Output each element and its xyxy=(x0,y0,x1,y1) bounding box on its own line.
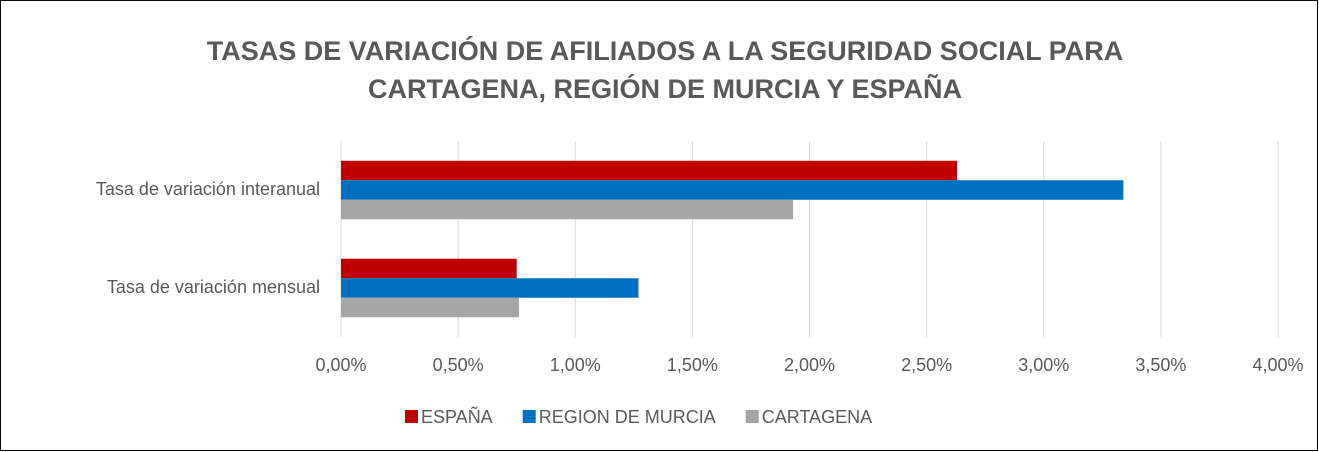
bar xyxy=(341,258,517,279)
bar xyxy=(341,199,794,220)
x-tick-label: 3,00% xyxy=(1018,355,1069,375)
legend-label: REGION DE MURCIA xyxy=(539,407,716,427)
x-tick-label: 1,00% xyxy=(550,355,601,375)
legend-swatch xyxy=(405,410,418,423)
x-tick-label: 4,00% xyxy=(1252,355,1303,375)
x-tick-label: 0,50% xyxy=(433,355,484,375)
bar xyxy=(341,297,520,318)
y-tick-label: Tasa de variación mensual xyxy=(107,277,320,297)
bar xyxy=(341,160,958,181)
x-tick-label: 1,50% xyxy=(667,355,718,375)
x-tick-label: 2,00% xyxy=(784,355,835,375)
legend-label: CARTAGENA xyxy=(762,407,872,427)
legend-swatch xyxy=(745,410,759,423)
x-tick-label: 2,50% xyxy=(901,355,952,375)
chart-title: TASAS DE VARIACIÓN DE AFILIADOS A LA SEG… xyxy=(206,36,1124,104)
legend-swatch xyxy=(522,410,536,423)
bar xyxy=(341,278,639,298)
y-tick-label: Tasa de variación interanual xyxy=(96,179,320,199)
x-tick-label: 0,00% xyxy=(315,355,366,375)
x-tick-label: 3,50% xyxy=(1135,355,1186,375)
bar xyxy=(341,180,1124,200)
legend-label: ESPAÑA xyxy=(421,406,493,427)
